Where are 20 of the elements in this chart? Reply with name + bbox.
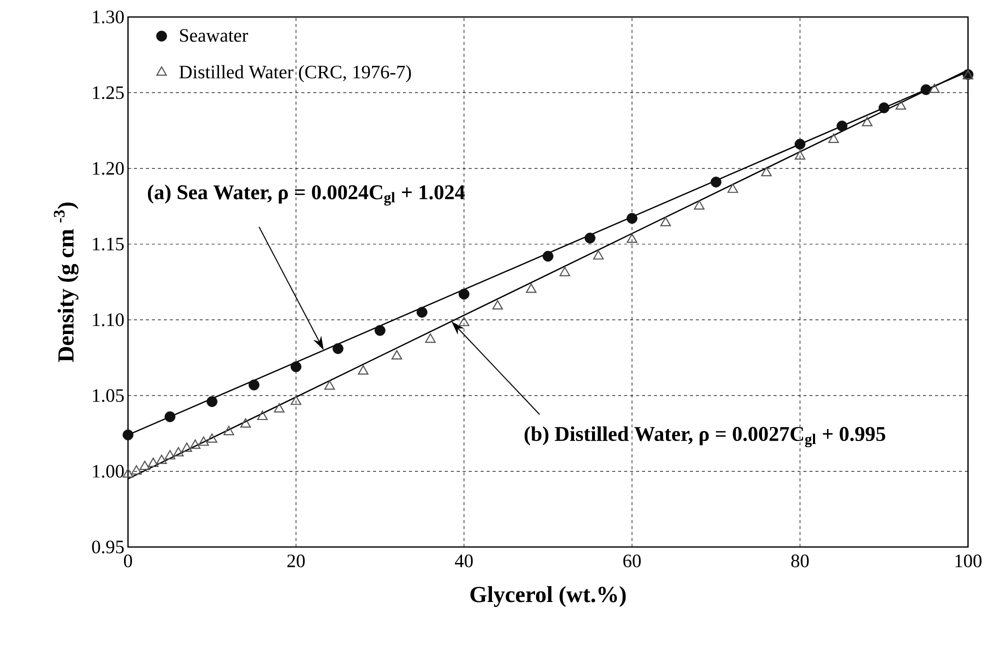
y-tick-label: 0.95 xyxy=(92,540,124,554)
y-tick-label: 1.05 xyxy=(93,389,124,402)
y-tick-label: 1.10 xyxy=(93,313,124,326)
x-tick-label: 0 xyxy=(124,554,132,568)
x-tick-label: 80 xyxy=(791,554,809,568)
annotation: (a) Sea Water, ρ = 0.0024C$_{gl}$ + 1.024 xyxy=(148,184,465,206)
legend-label: Seawater xyxy=(180,29,248,42)
y-tick-label: 1.15 xyxy=(93,238,124,251)
y-axis-title: Density (g cm $^{-3}$) xyxy=(54,202,79,362)
y-tick-label: 1.25 xyxy=(93,86,124,100)
y-tick-label: 1.00 xyxy=(93,464,124,478)
x-tick-label: 60 xyxy=(623,554,641,568)
x-tick-label: 100 xyxy=(955,554,982,568)
y-tick-label: 1.20 xyxy=(93,162,124,175)
x-tick-label: 40 xyxy=(454,554,473,568)
annotation: (b) Distilled Water, ρ = 0.0027C$_{gl}$ + 0.995 xyxy=(524,426,886,448)
x-tick-label: 20 xyxy=(287,554,305,568)
y-tick-label: 1.30 xyxy=(93,10,124,24)
x-axis-title: Glycerol (wt.%) xyxy=(470,586,626,607)
legend-label: Distilled Water (CRC, 1976-7) xyxy=(179,65,411,82)
